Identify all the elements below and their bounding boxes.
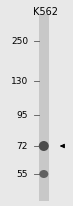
Ellipse shape — [39, 141, 49, 151]
Text: 130: 130 — [11, 77, 28, 86]
Text: K562: K562 — [32, 7, 58, 17]
Text: 95: 95 — [16, 111, 28, 120]
Text: 250: 250 — [11, 37, 28, 46]
Bar — [39, 15, 49, 201]
Ellipse shape — [39, 170, 48, 178]
Text: 72: 72 — [17, 142, 28, 151]
Text: 55: 55 — [16, 170, 28, 179]
